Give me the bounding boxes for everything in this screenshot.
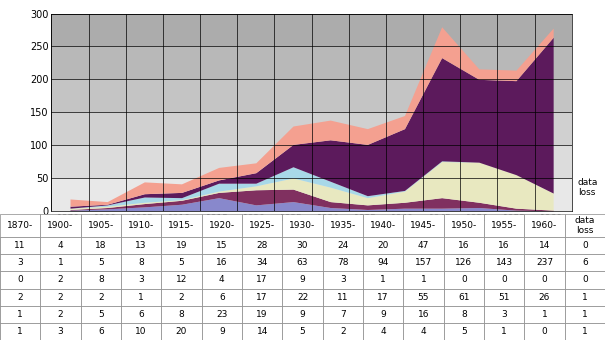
Bar xyxy=(51,145,572,178)
Bar xyxy=(51,178,572,211)
Bar xyxy=(51,79,572,112)
Bar xyxy=(51,47,572,79)
Text: data
loss: data loss xyxy=(578,178,598,197)
Bar xyxy=(51,112,572,145)
Bar xyxy=(51,14,572,47)
